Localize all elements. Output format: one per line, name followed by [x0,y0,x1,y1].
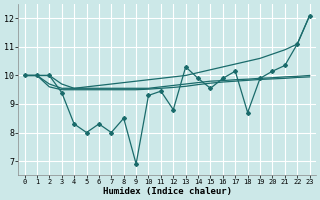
X-axis label: Humidex (Indice chaleur): Humidex (Indice chaleur) [103,187,232,196]
